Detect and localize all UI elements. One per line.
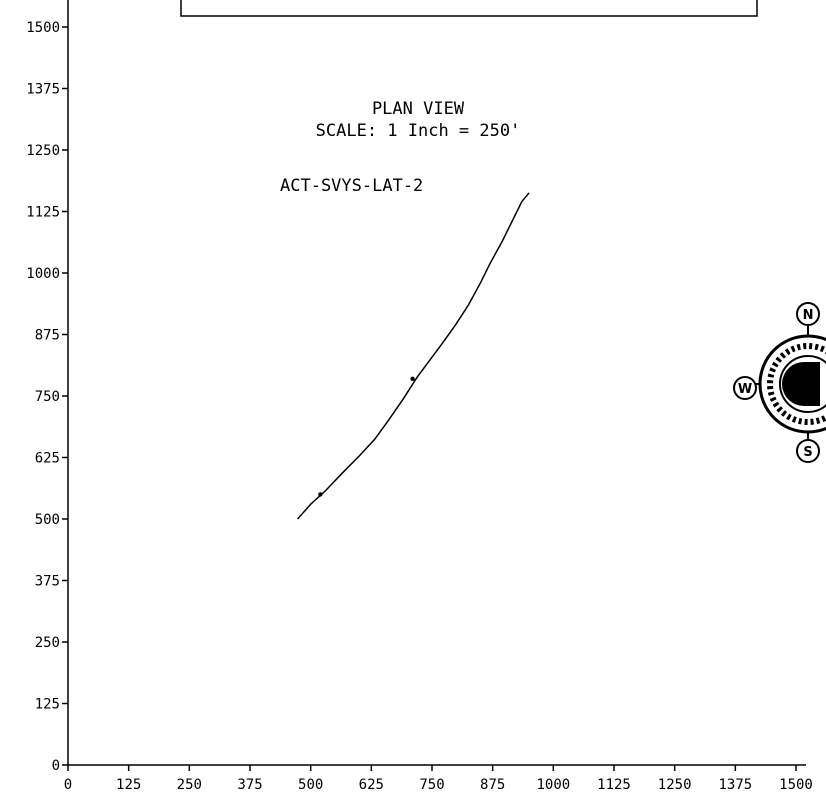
series-layer xyxy=(297,192,530,520)
axes xyxy=(67,0,806,766)
survey-point-marker xyxy=(318,492,323,497)
x-tick-label: 1000 xyxy=(536,777,570,793)
y-tick-label: 500 xyxy=(35,512,60,528)
compass-south-badge: S xyxy=(796,439,820,463)
y-tick-label: 1375 xyxy=(26,82,60,98)
x-tick-label: 250 xyxy=(177,777,202,793)
y-tick-label: 0 xyxy=(52,758,60,774)
header-box xyxy=(180,0,758,17)
y-tick-label: 125 xyxy=(35,697,60,713)
y-tick-label: 625 xyxy=(35,451,60,467)
x-tick-label: 750 xyxy=(419,777,444,793)
y-axis-ticks: 0 125 250 375 500 625 750 875 1000 1125 1250 1375 15… xyxy=(26,20,68,774)
compass-west-label: W xyxy=(738,382,752,397)
compass-south-label: S xyxy=(803,445,812,460)
y-tick-label: 1250 xyxy=(26,143,60,159)
x-tick-label: 875 xyxy=(480,777,505,793)
x-tick-label: 500 xyxy=(298,777,323,793)
x-tick-label: 0 xyxy=(64,777,72,793)
y-tick-label: 1000 xyxy=(26,266,60,282)
x-tick-label: 125 xyxy=(116,777,141,793)
compass-west-badge: W xyxy=(733,376,757,400)
compass-north-badge: N xyxy=(796,302,820,326)
y-tick-label: 250 xyxy=(35,635,60,651)
chart-subtitle: SCALE: 1 Inch = 250' xyxy=(316,121,521,141)
x-tick-label: 375 xyxy=(237,777,262,793)
x-tick-label: 1125 xyxy=(597,777,631,793)
survey-point-marker xyxy=(410,376,415,381)
y-tick-label: 1125 xyxy=(26,205,60,221)
x-tick-label: 1250 xyxy=(658,777,692,793)
compass-north-label: N xyxy=(803,308,814,323)
compass-rose-icon: N W S xyxy=(733,302,826,463)
x-axis-ticks: 0 125 250 375 500 625 750 875 1000 1125 1250 1375 15… xyxy=(64,765,813,793)
series-label: ACT-SVYS-LAT-2 xyxy=(280,176,423,196)
y-tick-label: 1500 xyxy=(26,20,60,36)
x-tick-label: 625 xyxy=(359,777,384,793)
x-tick-label: 1500 xyxy=(779,777,813,793)
y-tick-label: 375 xyxy=(35,574,60,590)
series-line xyxy=(297,192,530,520)
y-tick-label: 750 xyxy=(35,389,60,405)
x-tick-label: 1375 xyxy=(718,777,752,793)
y-tick-label: 875 xyxy=(35,328,60,344)
chart-title: PLAN VIEW xyxy=(372,99,465,119)
